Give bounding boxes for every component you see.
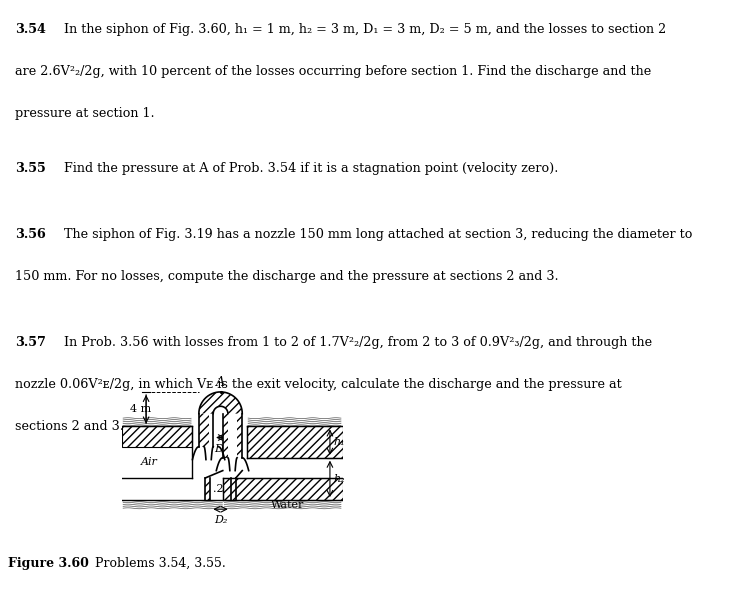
Bar <box>237 414 242 458</box>
Text: h₂: h₂ <box>334 474 345 484</box>
Polygon shape <box>199 392 242 414</box>
Text: Figure 3.60: Figure 3.60 <box>8 557 88 570</box>
Text: Problems 3.54, 3.55.: Problems 3.54, 3.55. <box>95 557 226 570</box>
Text: D₁: D₁ <box>214 444 227 454</box>
Text: 3.57: 3.57 <box>15 336 46 349</box>
Text: pressure at section 1.: pressure at section 1. <box>15 107 154 120</box>
Bar <box>122 426 192 447</box>
Text: are 2.6V²₂/2g, with 10 percent of the losses occurring before section 1. Find th: are 2.6V²₂/2g, with 10 percent of the lo… <box>15 65 651 78</box>
Text: 3.56: 3.56 <box>15 228 46 241</box>
Text: In Prob. 3.56 with losses from 1 to 2 of 1.7V²₂/2g, from 2 to 3 of 0.9V²₃/2g, an: In Prob. 3.56 with losses from 1 to 2 of… <box>64 336 652 349</box>
Text: Air: Air <box>141 457 158 467</box>
Bar <box>204 414 209 447</box>
Text: 150 mm. For no losses, compute the discharge and the pressure at sections 2 and : 150 mm. For no losses, compute the disch… <box>15 270 559 283</box>
Bar <box>231 478 236 500</box>
Text: nozzle 0.06V²ᴇ/2g, in which Vᴇ is the exit velocity, calculate the discharge and: nozzle 0.06V²ᴇ/2g, in which Vᴇ is the ex… <box>15 378 622 391</box>
Text: h₁: h₁ <box>334 437 345 447</box>
Text: The siphon of Fig. 3.19 has a nozzle 150 mm long attached at section 3, reducing: The siphon of Fig. 3.19 has a nozzle 150… <box>64 228 692 241</box>
Bar <box>224 478 343 500</box>
Text: 4 m: 4 m <box>130 404 151 414</box>
Text: Find the pressure at A of Prob. 3.54 if it is a stagnation point (velocity zero): Find the pressure at A of Prob. 3.54 if … <box>64 162 558 176</box>
Bar <box>206 478 211 500</box>
Text: A: A <box>216 376 225 389</box>
Text: Water: Water <box>271 500 304 509</box>
Bar <box>199 414 204 447</box>
Text: In the siphon of Fig. 3.60, h₁ = 1 m, h₂ = 3 m, D₁ = 3 m, D₂ = 5 m, and the loss: In the siphon of Fig. 3.60, h₁ = 1 m, h₂… <box>64 23 666 36</box>
Text: 3.54: 3.54 <box>15 23 46 36</box>
Text: 3.55: 3.55 <box>15 162 46 176</box>
Bar <box>223 414 228 458</box>
Text: sections 2 and 3.: sections 2 and 3. <box>15 420 124 433</box>
Text: D₂: D₂ <box>214 515 227 525</box>
Text: .2: .2 <box>214 484 224 494</box>
Bar <box>248 426 343 458</box>
